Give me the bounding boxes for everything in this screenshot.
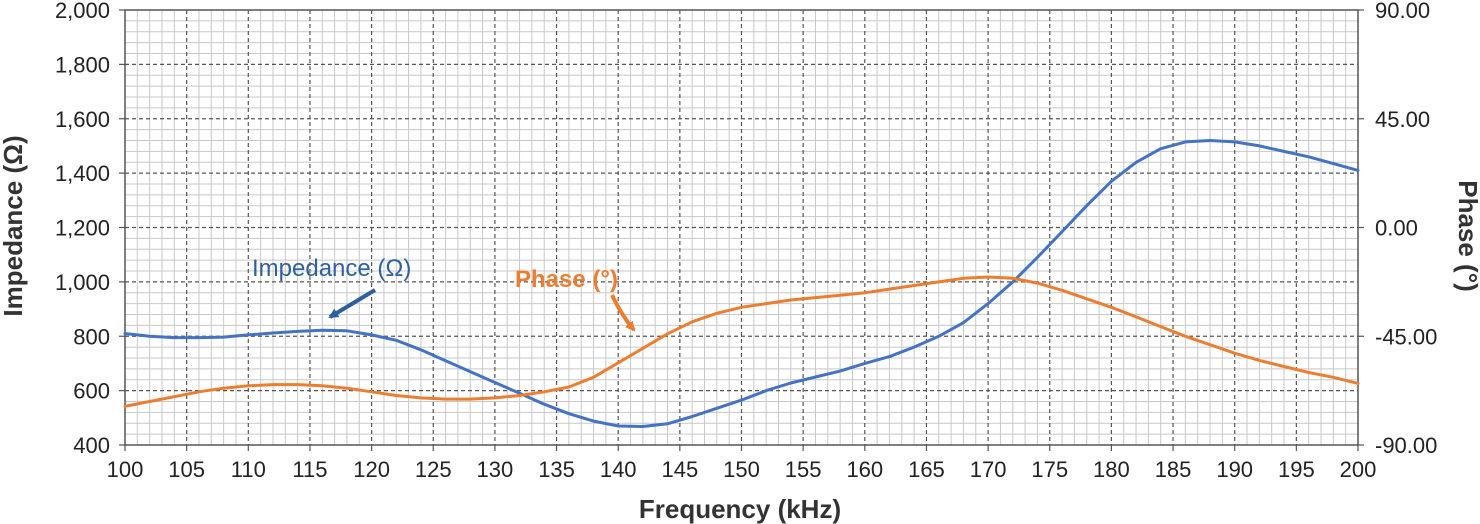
x-tick-label: 120 bbox=[353, 457, 390, 482]
y-tick-label: 1,800 bbox=[55, 52, 110, 77]
x-tick-label: 125 bbox=[415, 457, 452, 482]
x-tick-label: 140 bbox=[600, 457, 637, 482]
phase-series-label: Phase (°) bbox=[515, 266, 618, 293]
x-tick-label: 195 bbox=[1278, 457, 1315, 482]
y2-tick-label: 45.00 bbox=[1375, 107, 1430, 132]
y2-tick-label: 0.00 bbox=[1375, 216, 1418, 241]
series-line-phase bbox=[123, 275, 1360, 408]
x-tick-label: 145 bbox=[661, 457, 698, 482]
x-tick-label: 100 bbox=[107, 457, 144, 482]
x-tick-label: 165 bbox=[908, 457, 945, 482]
y2-tick-label: -45.00 bbox=[1375, 324, 1437, 349]
x-tick-label: 190 bbox=[1216, 457, 1253, 482]
y-tick-label: 800 bbox=[73, 324, 110, 349]
x-tick-label: 105 bbox=[168, 457, 205, 482]
series-line-impedance bbox=[123, 139, 1360, 428]
annotations: Impedance (Ω) Phase (°) bbox=[252, 255, 636, 332]
phase-arrow bbox=[610, 294, 636, 332]
x-tick-label: 155 bbox=[785, 457, 822, 482]
x-tick-label: 175 bbox=[1031, 457, 1068, 482]
x-tick-label: 200 bbox=[1340, 457, 1377, 482]
impedance-series-label: Impedance (Ω) bbox=[252, 255, 411, 282]
x-tick-label: 170 bbox=[970, 457, 1007, 482]
tick-labels: 100 105 110 115 120 125 130 135 140 145 150 155 160 1… bbox=[55, 0, 1437, 482]
x-tick-label: 180 bbox=[1093, 457, 1130, 482]
y-tick-label: 1,400 bbox=[55, 161, 110, 186]
y2-tick-label: 90.00 bbox=[1375, 0, 1430, 23]
y-tick-label: 1,600 bbox=[55, 107, 110, 132]
x-tick-label: 160 bbox=[846, 457, 883, 482]
y-tick-label: 2,000 bbox=[55, 0, 110, 23]
y-tick-label: 400 bbox=[73, 433, 110, 458]
y2-tick-label: -90.00 bbox=[1375, 433, 1437, 458]
x-tick-label: 135 bbox=[538, 457, 575, 482]
x-tick-label: 130 bbox=[477, 457, 514, 482]
y2-axis-title: Phase (°) bbox=[1453, 180, 1480, 292]
impedance-arrow bbox=[328, 288, 377, 319]
y-axis-title: Impedance (Ω) bbox=[0, 135, 28, 316]
x-tick-label: 110 bbox=[231, 457, 266, 482]
x-axis-title: Frequency (kHz) bbox=[639, 494, 841, 524]
y-tick-label: 600 bbox=[73, 379, 110, 404]
y-tick-label: 1,000 bbox=[55, 270, 110, 295]
x-tick-label: 185 bbox=[1155, 457, 1192, 482]
x-tick-label: 150 bbox=[723, 457, 760, 482]
series-lines bbox=[123, 139, 1360, 428]
grid bbox=[124, 9, 1359, 446]
axis-titles: Frequency (kHz) Impedance (Ω) Phase (°) bbox=[0, 135, 1480, 524]
x-tick-label: 115 bbox=[292, 457, 327, 482]
y-tick-label: 1,200 bbox=[55, 216, 110, 241]
